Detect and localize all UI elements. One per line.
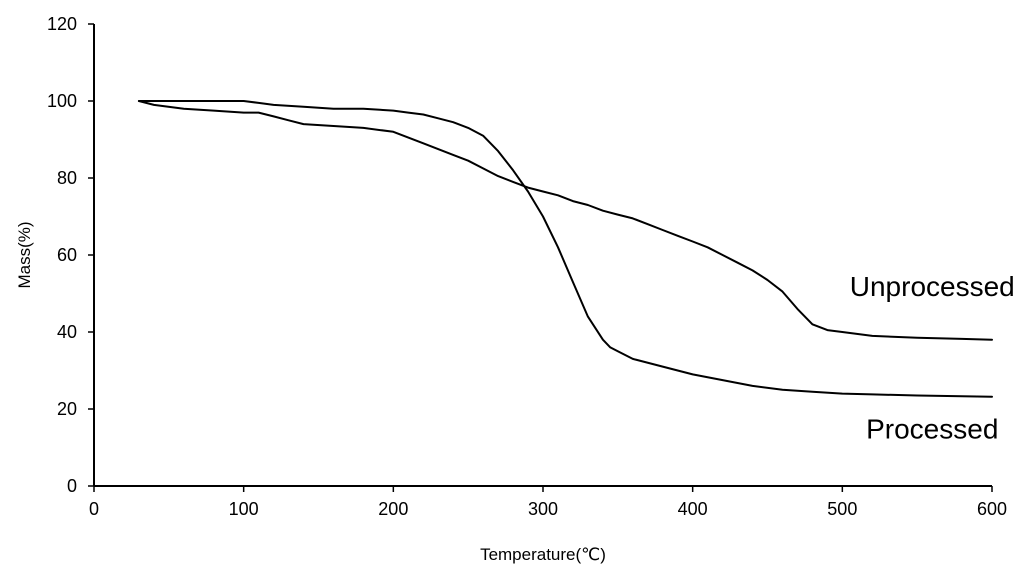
x-tick-label: 500 — [827, 499, 857, 519]
x-tick-label: 200 — [378, 499, 408, 519]
series-annotations: Unprocessed Processed — [850, 271, 1015, 444]
series-line-processed — [137, 100, 993, 398]
x-tick-label: 600 — [977, 499, 1007, 519]
series-lines — [137, 100, 993, 398]
x-tick-label: 100 — [229, 499, 259, 519]
x-tick-label: 300 — [528, 499, 558, 519]
tick-marks — [88, 23, 993, 492]
y-tick-label: 20 — [57, 399, 77, 419]
x-tick-labels: 0 100 200 300 400 500 600 — [89, 499, 1007, 519]
y-tick-label: 60 — [57, 245, 77, 265]
y-axis-label: Mass(%) — [15, 221, 34, 288]
series-label-processed: Processed — [866, 413, 998, 444]
y-tick-labels: 0 20 40 60 80 100 120 — [47, 14, 77, 496]
y-tick-label: 40 — [57, 322, 77, 342]
y-tick-label: 120 — [47, 14, 77, 34]
y-tick-label: 80 — [57, 168, 77, 188]
axes — [93, 24, 992, 487]
series-line-unprocessed — [137, 100, 993, 341]
series-label-unprocessed: Unprocessed — [850, 271, 1015, 302]
y-tick-label: 100 — [47, 91, 77, 111]
x-tick-label: 400 — [678, 499, 708, 519]
y-tick-label: 0 — [67, 476, 77, 496]
x-axis-label: Temperature(℃) — [480, 545, 606, 564]
x-tick-label: 0 — [89, 499, 99, 519]
